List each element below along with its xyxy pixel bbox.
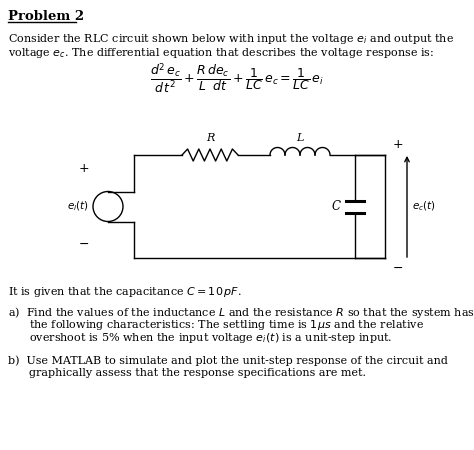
Text: $\dfrac{d^2\,e_c}{d\,t^2}+\dfrac{R\,de_c}{L\;\;dt}+\dfrac{1}{LC}\,e_c=\dfrac{1}{: $\dfrac{d^2\,e_c}{d\,t^2}+\dfrac{R\,de_c… — [150, 61, 324, 95]
Text: It is given that the capacitance $C = 10\,pF$.: It is given that the capacitance $C = 10… — [8, 285, 242, 299]
Text: Problem 2: Problem 2 — [8, 10, 84, 23]
Text: a)  Find the values of the inductance $L$ and the resistance $R$ so that the sys: a) Find the values of the inductance $L$… — [8, 305, 474, 320]
Text: C: C — [332, 200, 341, 213]
Text: b)  Use MATLAB to simulate and plot the unit-step response of the circuit and: b) Use MATLAB to simulate and plot the u… — [8, 355, 448, 365]
Text: $e_i(t)$: $e_i(t)$ — [67, 200, 89, 213]
Text: the following characteristics: The settling time is $1\mu s$ and the relative: the following characteristics: The settl… — [8, 318, 424, 332]
Text: R: R — [206, 133, 214, 143]
Text: −: − — [79, 238, 89, 251]
Text: −: − — [393, 262, 403, 275]
Text: graphically assess that the response specifications are met.: graphically assess that the response spe… — [8, 368, 366, 378]
Text: voltage $e_c$. The differential equation that describes the voltage response is:: voltage $e_c$. The differential equation… — [8, 46, 434, 60]
Text: Consider the RLC circuit shown below with input the voltage $e_i$ and output the: Consider the RLC circuit shown below wit… — [8, 32, 454, 46]
Text: +: + — [78, 162, 89, 176]
Text: +: + — [393, 138, 404, 151]
Text: overshoot is 5% when the input voltage $e_i(t)$ is a unit-step input.: overshoot is 5% when the input voltage $… — [8, 331, 392, 345]
Text: L: L — [296, 133, 304, 143]
Text: $e_c(t)$: $e_c(t)$ — [412, 200, 436, 213]
